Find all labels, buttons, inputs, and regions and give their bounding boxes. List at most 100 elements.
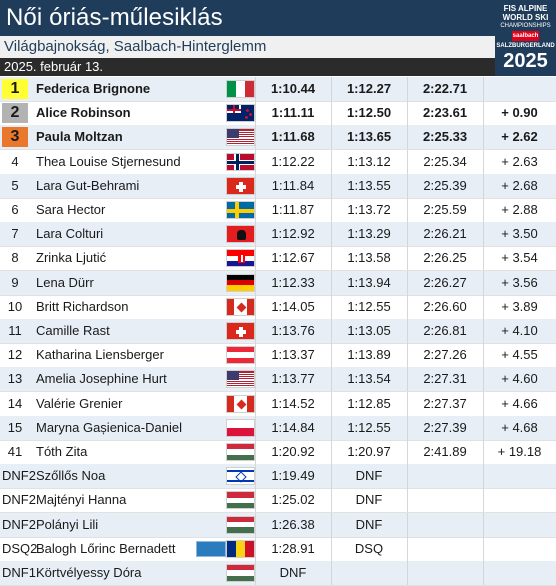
run2-time: 1:13.94 bbox=[347, 274, 391, 290]
column-divider bbox=[407, 464, 408, 489]
run2-time: 1:13.58 bbox=[347, 250, 391, 266]
athlete-name: Katharina Liensberger bbox=[36, 347, 164, 363]
table-row: 5 Lara Gut-Behrami 1:11.84 1:13.55 2:25.39 +… bbox=[0, 173, 556, 199]
italy-flag-icon bbox=[226, 80, 255, 98]
event-date: 2025. február 13. bbox=[4, 59, 104, 74]
date-bar: 2025. február 13. bbox=[0, 58, 495, 76]
canada-flag-icon bbox=[226, 297, 255, 316]
run1-time: 1:14.84 bbox=[271, 419, 315, 435]
column-divider bbox=[483, 391, 484, 416]
time-difference: + 2.88 bbox=[501, 202, 538, 217]
total-time: 2:26.60 bbox=[423, 298, 467, 314]
run1-time: 1:13.77 bbox=[271, 371, 315, 387]
table-row: 10 Britt Richardson 1:14.05 1:12.55 2:26.60 +… bbox=[0, 294, 556, 320]
total-time: 2:22.71 bbox=[422, 81, 468, 96]
run2-time: DNF bbox=[355, 492, 383, 508]
rank-cell: 13 bbox=[7, 371, 23, 387]
athlete-name: Polányi Lili bbox=[36, 516, 99, 532]
column-divider bbox=[331, 367, 332, 392]
run1-time: 1:10.44 bbox=[270, 81, 316, 96]
column-divider bbox=[407, 294, 408, 319]
column-divider bbox=[255, 343, 256, 368]
time-difference: + 2.68 bbox=[501, 177, 538, 193]
romania-flag-icon bbox=[226, 539, 255, 558]
athlete-name: Alice Robinson bbox=[36, 105, 131, 121]
column-divider bbox=[407, 222, 408, 247]
column-divider bbox=[331, 173, 332, 198]
run2-time: 1:13.89 bbox=[347, 347, 391, 363]
rank-medal-badge: 3 bbox=[2, 127, 28, 148]
column-divider bbox=[483, 561, 484, 585]
run1-time: 1:20.92 bbox=[271, 444, 315, 459]
column-divider bbox=[255, 173, 256, 198]
total-time: 2:27.26 bbox=[423, 347, 467, 363]
column-divider bbox=[483, 198, 484, 222]
poland-flag-icon bbox=[226, 418, 255, 437]
table-row: 11 Camille Rast 1:13.76 1:13.05 2:26.81 + 4.… bbox=[0, 319, 556, 344]
logo-badge: saalbach bbox=[512, 31, 539, 41]
run2-time: 1:12.85 bbox=[347, 395, 391, 411]
column-divider bbox=[483, 440, 484, 464]
athlete-name: Maryna Gașienica-Daniel bbox=[36, 419, 182, 435]
logo-line-4: SALZBURGERLAND bbox=[496, 43, 555, 49]
run1-time: 1:12.22 bbox=[271, 153, 315, 169]
hungary-flag-icon bbox=[226, 443, 255, 461]
run2-time: 1:13.29 bbox=[347, 226, 391, 242]
column-divider bbox=[483, 246, 484, 271]
run1-time: 1:14.05 bbox=[271, 298, 315, 314]
run2-time: 1:13.54 bbox=[347, 371, 391, 387]
column-divider bbox=[407, 512, 408, 537]
rank-medal-badge: 1 bbox=[2, 79, 28, 99]
table-row: 3 Paula Moltzan 1:11.68 1:13.65 2:25.33 + 2.6… bbox=[0, 125, 556, 151]
table-row: 41 Tóth Zita 1:20.92 1:20.97 2:41.89 + 19.18 bbox=[0, 440, 556, 465]
run1-time: 1:28.91 bbox=[271, 540, 315, 556]
canada-flag-icon bbox=[226, 394, 255, 413]
table-row: 15 Maryna Gașienica-Daniel 1:14.84 1:12.55 2… bbox=[0, 415, 556, 441]
column-divider bbox=[407, 270, 408, 295]
time-difference: + 4.68 bbox=[501, 419, 538, 435]
logo-line-1: FIS ALPINE bbox=[503, 4, 548, 13]
rank-cell: DNF2 bbox=[2, 468, 36, 484]
total-time: 2:27.39 bbox=[423, 419, 467, 435]
total-time bbox=[407, 513, 483, 537]
time-difference: + 4.10 bbox=[501, 323, 538, 338]
time-difference: + 3.50 bbox=[501, 226, 538, 242]
run1-time: 1:19.49 bbox=[271, 468, 315, 484]
column-divider bbox=[255, 101, 256, 126]
column-divider bbox=[255, 198, 256, 222]
column-divider bbox=[255, 488, 256, 513]
run1-time: 1:12.33 bbox=[271, 274, 315, 290]
table-row: 1 Federica Brignone 1:10.44 1:12.27 2:22.71 bbox=[0, 77, 556, 102]
table-row: 12 Katharina Liensberger 1:13.37 1:13.89 2:2… bbox=[0, 343, 556, 369]
column-divider bbox=[331, 294, 332, 319]
column-divider bbox=[407, 173, 408, 198]
austria-flag-icon bbox=[226, 346, 255, 365]
table-row: 8 Zrinka Ljutić 1:12.67 1:13.58 2:26.25 + 3.5… bbox=[0, 246, 556, 272]
column-divider bbox=[255, 125, 256, 150]
rank-cell: DNF2 bbox=[2, 492, 36, 508]
albania-flag-icon bbox=[226, 225, 255, 244]
run1-time: 1:13.37 bbox=[271, 347, 315, 363]
rank-cell: 9 bbox=[11, 274, 19, 290]
run2-time: 1:13.65 bbox=[346, 129, 392, 145]
total-time: 2:27.31 bbox=[423, 371, 467, 387]
switzerland-flag-icon bbox=[226, 322, 255, 340]
column-divider bbox=[483, 294, 484, 319]
run1-time: 1:26.38 bbox=[271, 516, 315, 532]
run2-time: 1:12.27 bbox=[346, 81, 392, 96]
run1-time: 1:12.92 bbox=[271, 226, 315, 242]
croatia-flag-icon bbox=[226, 249, 255, 268]
column-divider bbox=[331, 561, 332, 585]
athlete-name: Szőllős Noa bbox=[36, 468, 106, 484]
total-time: 2:26.21 bbox=[423, 226, 467, 242]
column-divider bbox=[255, 512, 256, 537]
table-row: DNF1 Körtvélyessy Dóra DNF bbox=[0, 561, 556, 586]
table-row: 13 Amelia Josephine Hurt 1:13.77 1:13.54 2:2… bbox=[0, 367, 556, 393]
column-divider bbox=[483, 367, 484, 392]
column-divider bbox=[407, 149, 408, 174]
total-time: 2:25.39 bbox=[423, 177, 467, 193]
table-row: 14 Valérie Grenier 1:14.52 1:12.85 2:27.37 + … bbox=[0, 391, 556, 417]
column-divider bbox=[255, 77, 256, 101]
athlete-name: Sara Hector bbox=[36, 202, 106, 217]
